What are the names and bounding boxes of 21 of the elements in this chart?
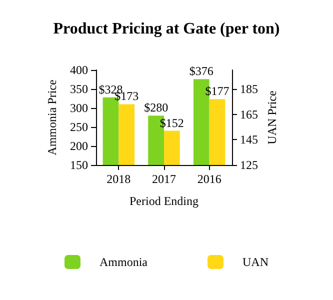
x-axis-title: Period Ending (130, 194, 198, 208)
y-tick-label: 300 (70, 101, 88, 115)
y2-tick-label: 185 (240, 82, 258, 96)
x-tick-label: 2016 (197, 172, 222, 186)
y-tick-label: 200 (70, 139, 88, 153)
legend-label: UAN (242, 255, 269, 269)
data-label: $280 (144, 100, 168, 115)
y-tick-label: 150 (70, 158, 88, 172)
y-axis-title: Ammonia Price (45, 80, 59, 156)
y2-axis-title: UAN Price (265, 90, 279, 144)
y-tick-label: 250 (70, 120, 88, 134)
y2-tick-label: 145 (240, 132, 258, 147)
y2-tick-label: 165 (240, 107, 258, 122)
legend-label: Ammonia (100, 255, 148, 269)
y2-tick-label: 125 (240, 158, 258, 172)
chart-title: Product Pricing at Gate (per ton) (53, 20, 280, 38)
y-tick-label: 350 (70, 82, 88, 96)
x-tick-label: 2017 (152, 172, 176, 186)
y-tick-label: 400 (70, 63, 88, 77)
x-tick-label: 2018 (106, 172, 131, 186)
data-label: $376 (189, 64, 214, 78)
